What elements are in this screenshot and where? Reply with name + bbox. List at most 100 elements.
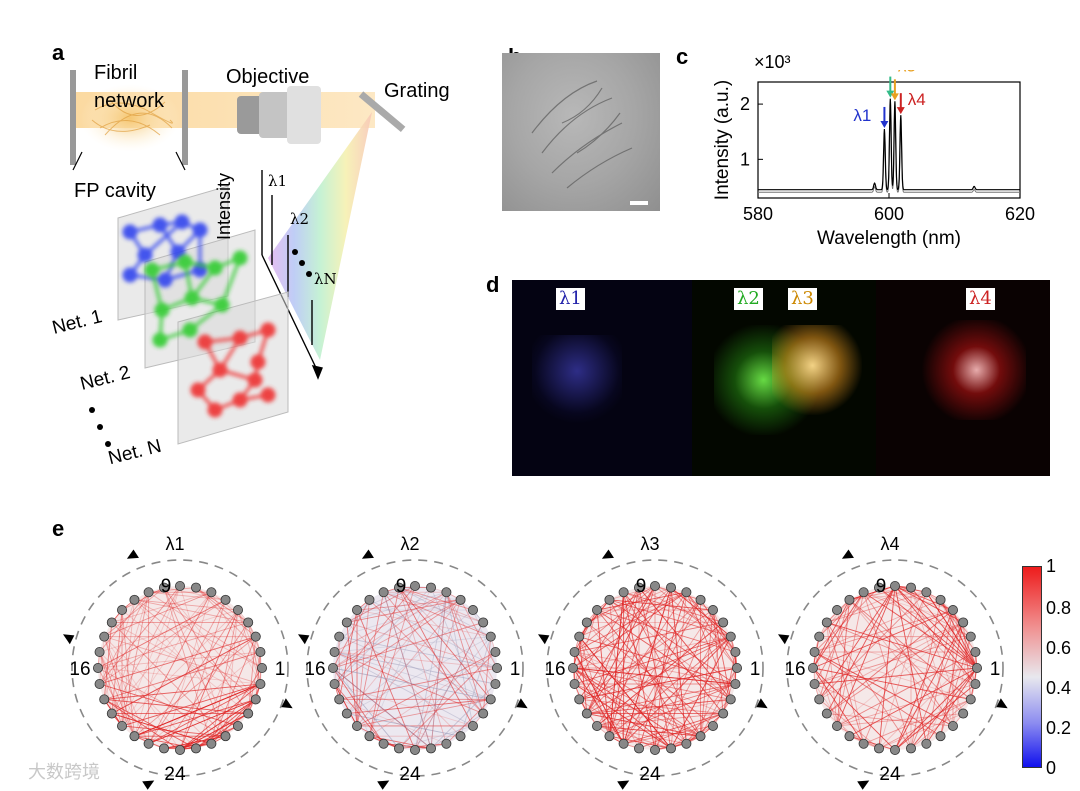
network-node: [618, 738, 629, 749]
network-edge: [247, 636, 257, 714]
network-edge: [878, 651, 976, 749]
network-node: [143, 587, 154, 598]
network-edge: [623, 591, 724, 714]
network-edge: [836, 713, 964, 727]
direction-arrow: [841, 549, 854, 559]
direction-arrow: [516, 698, 528, 709]
network-edge: [195, 622, 249, 749]
network-edge: [878, 587, 954, 611]
network-edge: [579, 591, 687, 638]
network-edge: [339, 698, 447, 745]
network-edge: [722, 667, 738, 714]
network-edge: [700, 622, 724, 737]
network-edge: [836, 592, 865, 727]
network-edge: [609, 585, 656, 737]
network-edge: [596, 725, 701, 737]
network-edge: [97, 599, 226, 669]
network-node: [707, 605, 718, 616]
network-edge: [940, 599, 976, 653]
network-edge: [878, 587, 976, 685]
network-edge: [849, 599, 972, 700]
network-node: [174, 581, 185, 592]
network-edge: [826, 622, 978, 669]
network-edge: [369, 735, 432, 749]
cbar-tick-0.8: 0.8: [1046, 598, 1072, 618]
network-node: [890, 581, 901, 592]
network-edge: [121, 585, 181, 727]
network-edge: [686, 591, 738, 669]
network-edge: [111, 622, 226, 737]
network-edge: [826, 585, 896, 714]
network-edge: [878, 592, 927, 749]
network-node: [93, 662, 104, 673]
network-node: [814, 694, 825, 705]
network-edge: [356, 585, 416, 611]
network-edge: [99, 651, 150, 744]
network-edge: [836, 599, 850, 727]
network-edge: [111, 609, 123, 714]
network-node: [467, 605, 478, 616]
network-edge: [578, 699, 656, 751]
network-edge: [369, 599, 484, 714]
network-edge: [134, 592, 212, 737]
network-edge: [111, 636, 256, 714]
network-edge: [638, 713, 724, 749]
network-edge: [878, 587, 978, 669]
network-edge: [894, 585, 964, 623]
network-edge: [472, 609, 498, 669]
dashed-guide: [71, 559, 289, 777]
node-label-24: 24: [639, 764, 661, 785]
network-edge: [210, 592, 261, 685]
node-label-16: 16: [304, 659, 325, 680]
network-node: [921, 587, 932, 598]
circle-fill: [333, 586, 497, 750]
grating-element: [358, 91, 406, 133]
network-edge: [814, 651, 941, 737]
network-node: [394, 743, 405, 754]
network-edge: [586, 585, 656, 623]
network-node: [574, 694, 585, 705]
network-node: [858, 587, 869, 598]
network-edge: [356, 592, 385, 727]
direction-arrow: [142, 780, 155, 790]
dashed-guide: [306, 559, 524, 777]
network-edge: [356, 651, 496, 727]
direction-arrow: [857, 780, 870, 790]
network-node: [858, 738, 869, 749]
network-edge: [609, 599, 736, 685]
network-edge: [369, 585, 416, 737]
spectrum-trace: [758, 98, 1020, 191]
node-label-24: 24: [399, 764, 421, 785]
panel-a-label: a: [52, 40, 65, 65]
network-edge: [346, 698, 491, 715]
network-edge: [121, 683, 261, 727]
objective-label: Objective: [226, 66, 310, 88]
network-edge: [894, 585, 978, 669]
network-edge: [148, 609, 239, 745]
network-edge: [97, 667, 226, 737]
network-edge: [686, 591, 736, 653]
node-label-16: 16: [544, 659, 565, 680]
net2-graph: [144, 250, 248, 348]
network-node: [327, 662, 338, 673]
network-edge: [814, 651, 954, 727]
network-node: [206, 587, 217, 598]
network-edge: [210, 609, 239, 744]
lambda-label: λ4: [880, 534, 899, 554]
network-edge: [910, 587, 954, 727]
network-edge: [826, 713, 864, 745]
network-edge: [210, 636, 257, 744]
network-edge: [346, 636, 491, 714]
fibril-label-line2: network: [94, 90, 165, 112]
direction-arrow: [126, 549, 139, 559]
network-edge: [103, 622, 113, 700]
network-edge: [863, 591, 971, 638]
network-edge: [148, 587, 197, 593]
network-edge: [574, 651, 625, 744]
network-edge: [211, 667, 263, 745]
direction-arrow: [377, 780, 390, 790]
network-edge: [826, 622, 912, 749]
network-edge: [623, 592, 701, 737]
network-edge: [863, 592, 912, 749]
network-edge: [574, 609, 598, 653]
